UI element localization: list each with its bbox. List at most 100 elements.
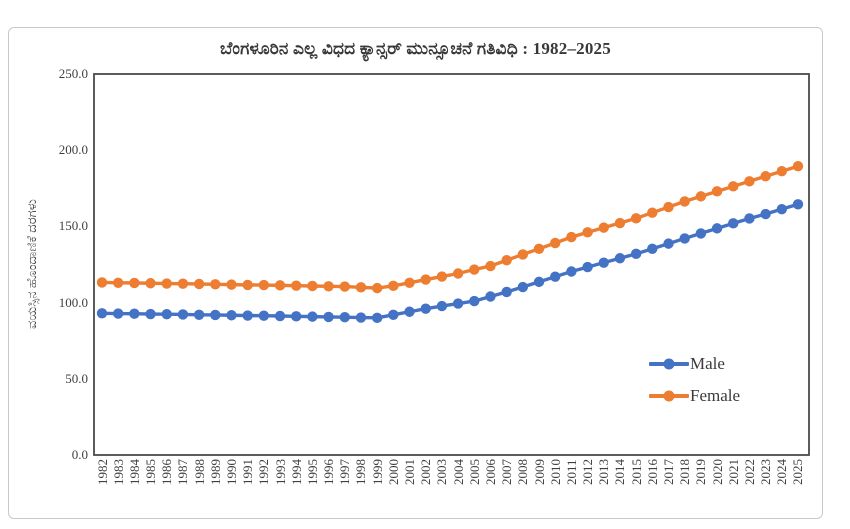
data-point-male-2005 — [469, 295, 480, 307]
legend-marker-dot — [663, 390, 675, 402]
data-point-female-2009 — [533, 243, 545, 255]
data-point-female-2015 — [630, 213, 642, 224]
data-point-male-1986 — [161, 308, 172, 320]
data-point-male-2019 — [695, 228, 707, 239]
data-point-female-1985 — [145, 278, 156, 289]
data-point-male-2008 — [517, 281, 529, 293]
data-point-male-1993 — [274, 310, 286, 322]
data-point-female-2020 — [711, 186, 723, 197]
data-point-female-1991 — [242, 279, 253, 291]
data-point-female-1990 — [226, 279, 237, 290]
data-point-male-1982 — [96, 308, 108, 319]
data-point-male-1994 — [291, 311, 302, 322]
data-point-female-1986 — [161, 278, 172, 289]
data-point-male-2000 — [388, 309, 399, 320]
data-point-male-2024 — [776, 203, 788, 215]
legend-marker-dot — [663, 358, 675, 370]
chart-outer-frame: ಬೆಂಗಳೂರಿನ ಎಲ್ಲ ವಿಧದ ಕ್ಯಾನ್ಸರ್ ಮುನ್ಸೂಚನೆ … — [8, 27, 823, 519]
data-point-female-2023 — [760, 171, 771, 182]
data-point-male-1989 — [210, 309, 221, 321]
plot-frame — [93, 73, 810, 456]
data-point-male-2013 — [598, 257, 609, 268]
data-point-female-2001 — [404, 277, 415, 288]
data-point-male-1988 — [193, 309, 205, 320]
series-line-female — [101, 164, 799, 290]
data-point-female-2006 — [485, 260, 496, 272]
data-point-female-1988 — [193, 278, 205, 290]
data-point-female-2007 — [501, 255, 512, 266]
data-point-male-2011 — [566, 266, 577, 277]
data-point-male-2015 — [630, 248, 642, 260]
data-point-female-1994 — [291, 280, 302, 291]
data-point-female-2000 — [388, 280, 399, 292]
data-point-male-2006 — [485, 291, 496, 302]
legend-item-male: Male — [649, 354, 740, 373]
legend-item-female: Female — [649, 386, 741, 405]
data-point-female-2013 — [598, 222, 609, 233]
data-point-female-2004 — [452, 268, 464, 279]
data-point-male-2023 — [760, 208, 771, 220]
data-point-male-2004 — [452, 298, 464, 309]
data-point-male-1997 — [339, 312, 350, 323]
data-point-female-1984 — [129, 277, 140, 289]
data-point-female-2025 — [792, 161, 804, 172]
data-point-female-2022 — [744, 176, 755, 187]
data-point-male-2025 — [792, 199, 804, 210]
data-point-male-2010 — [550, 271, 561, 282]
data-point-male-2021 — [728, 218, 739, 229]
data-point-female-1998 — [355, 282, 367, 293]
data-point-male-1998 — [355, 312, 367, 323]
data-point-female-1996 — [323, 281, 334, 292]
data-point-female-2005 — [469, 264, 480, 275]
data-point-female-2008 — [517, 249, 529, 260]
data-point-male-1995 — [307, 311, 318, 322]
data-point-male-2002 — [420, 303, 431, 314]
data-point-female-1993 — [274, 280, 286, 291]
data-point-female-2014 — [614, 217, 626, 229]
data-point-female-1992 — [258, 279, 270, 291]
data-point-male-2012 — [582, 261, 593, 273]
data-point-male-2022 — [744, 213, 755, 224]
data-point-female-1989 — [210, 279, 221, 290]
data-point-male-1987 — [177, 309, 189, 320]
legend-line-swatch — [649, 358, 689, 370]
data-point-female-1987 — [177, 278, 189, 289]
data-point-female-1997 — [339, 281, 350, 292]
data-point-female-1982 — [96, 277, 108, 288]
data-point-female-2018 — [679, 196, 690, 207]
data-point-male-2018 — [679, 233, 690, 244]
data-point-female-1983 — [112, 277, 124, 288]
data-point-male-1999 — [371, 312, 383, 324]
legend-label: Female — [690, 386, 741, 405]
data-point-male-2003 — [436, 300, 448, 312]
data-point-male-1991 — [242, 310, 253, 321]
data-point-male-2001 — [404, 306, 415, 317]
data-point-female-2021 — [728, 181, 739, 192]
plot-area — [93, 73, 810, 456]
data-point-female-2011 — [566, 231, 577, 243]
data-point-female-1995 — [307, 280, 318, 292]
data-point-female-1999 — [371, 282, 383, 294]
data-point-male-2007 — [501, 286, 512, 298]
data-point-female-2016 — [647, 207, 658, 218]
data-point-male-1985 — [145, 308, 156, 320]
chart-title: ಬೆಂಗಳೂರಿನ ಎಲ್ಲ ವಿಧದ ಕ್ಯಾನ್ಸರ್ ಮುನ್ಸೂಚನೆ … — [220, 39, 611, 58]
data-point-female-2019 — [695, 191, 707, 202]
data-point-female-2003 — [436, 271, 448, 282]
data-point-male-1983 — [112, 308, 124, 319]
data-point-female-2002 — [420, 274, 431, 285]
data-point-male-2014 — [614, 253, 626, 264]
legend-line-swatch — [649, 390, 689, 402]
data-point-male-1984 — [129, 308, 140, 319]
data-point-male-2020 — [711, 223, 723, 234]
series-line-male — [101, 202, 799, 320]
legend: Male Female — [649, 354, 741, 405]
data-point-male-1992 — [258, 310, 270, 321]
data-point-male-1990 — [226, 310, 237, 321]
data-point-female-2024 — [776, 166, 788, 177]
legend-label: Male — [690, 354, 725, 373]
data-point-female-2017 — [663, 201, 674, 213]
data-point-male-2009 — [533, 276, 545, 288]
data-point-male-2016 — [647, 243, 658, 255]
